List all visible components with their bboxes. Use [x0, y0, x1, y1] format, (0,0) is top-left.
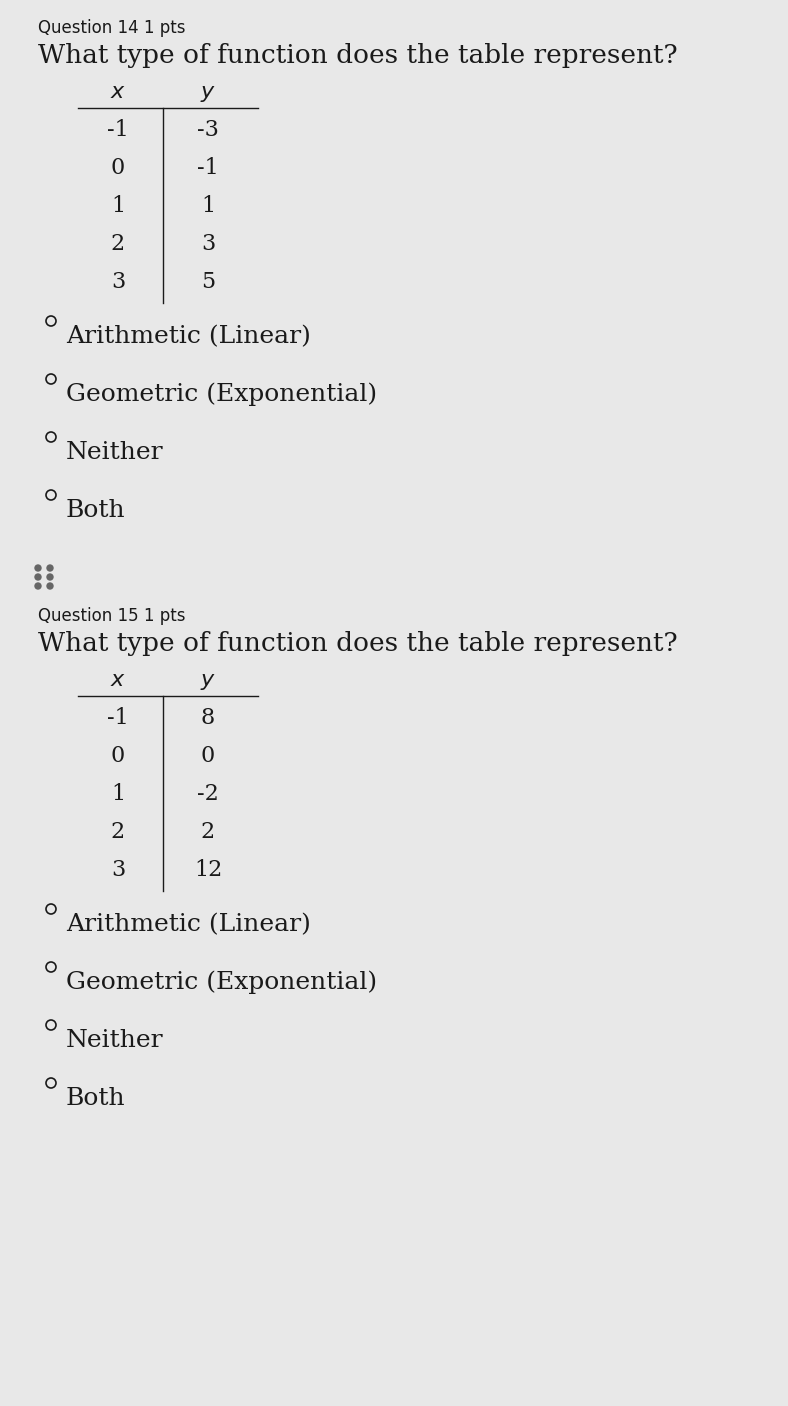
Text: 3: 3	[111, 271, 125, 292]
Text: 1: 1	[111, 783, 125, 806]
Text: -3: -3	[197, 120, 219, 141]
Text: Both: Both	[66, 499, 125, 522]
Text: $y$: $y$	[200, 84, 216, 104]
Text: What type of function does the table represent?: What type of function does the table rep…	[38, 44, 678, 67]
Text: 2: 2	[111, 233, 125, 254]
Text: Neither: Neither	[66, 1029, 164, 1052]
Text: Geometric (Exponential): Geometric (Exponential)	[66, 382, 377, 406]
Text: $y$: $y$	[200, 672, 216, 692]
Text: -1: -1	[107, 120, 129, 141]
Text: Arithmetic (Linear): Arithmetic (Linear)	[66, 912, 311, 936]
Text: -1: -1	[197, 157, 219, 179]
Text: 1: 1	[111, 195, 125, 217]
Text: 1: 1	[201, 195, 215, 217]
Text: Both: Both	[66, 1087, 125, 1109]
Text: Geometric (Exponential): Geometric (Exponential)	[66, 970, 377, 994]
Text: 2: 2	[201, 821, 215, 844]
Text: What type of function does the table represent?: What type of function does the table rep…	[38, 631, 678, 657]
Text: 0: 0	[201, 745, 215, 768]
Text: 0: 0	[111, 157, 125, 179]
Text: -1: -1	[107, 707, 129, 728]
Circle shape	[47, 583, 53, 589]
Text: Question 15 1 pts: Question 15 1 pts	[38, 607, 185, 626]
Text: -2: -2	[197, 783, 219, 806]
Text: Neither: Neither	[66, 441, 164, 464]
Circle shape	[47, 565, 53, 571]
Text: 0: 0	[111, 745, 125, 768]
Circle shape	[35, 565, 41, 571]
Text: 3: 3	[201, 233, 215, 254]
Text: Arithmetic (Linear): Arithmetic (Linear)	[66, 325, 311, 349]
Text: Question 14 1 pts: Question 14 1 pts	[38, 20, 185, 37]
Circle shape	[47, 574, 53, 581]
Text: 12: 12	[194, 859, 222, 882]
Text: $x$: $x$	[110, 671, 126, 690]
Text: 3: 3	[111, 859, 125, 882]
Text: 5: 5	[201, 271, 215, 292]
Circle shape	[35, 583, 41, 589]
Text: 8: 8	[201, 707, 215, 728]
Text: $x$: $x$	[110, 82, 126, 103]
Circle shape	[35, 574, 41, 581]
Text: 2: 2	[111, 821, 125, 844]
